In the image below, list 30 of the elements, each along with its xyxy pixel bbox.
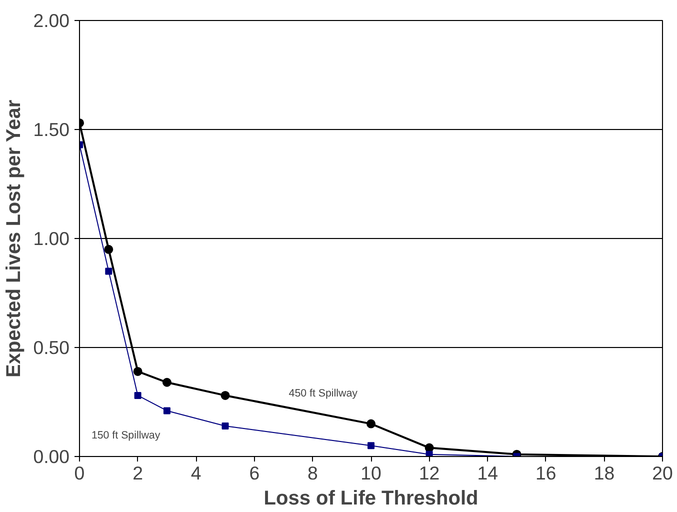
y-tick-label: 1.00 xyxy=(33,228,70,249)
y-tick-label: 2.00 xyxy=(33,10,70,31)
x-tick-label: 12 xyxy=(418,462,440,484)
y-axis-title: Expected Lives Lost per Year xyxy=(3,100,26,378)
x-tick-label: 18 xyxy=(594,462,615,484)
point xyxy=(104,244,114,254)
series-label: 150 ft Spillway xyxy=(91,429,161,442)
point xyxy=(366,419,376,428)
x-tick-label: 14 xyxy=(477,462,498,484)
y-tick-label: 1.50 xyxy=(33,119,70,140)
point xyxy=(368,442,374,450)
series-label: 450 ft Spillway xyxy=(288,388,358,400)
point xyxy=(220,390,230,400)
point xyxy=(105,268,112,275)
x-tick-label: 2 xyxy=(132,462,144,484)
x-tick-label: 4 xyxy=(190,462,202,484)
point xyxy=(162,378,172,387)
x-tick-label: 0 xyxy=(74,462,85,484)
point xyxy=(133,366,142,376)
x-tick-label: 6 xyxy=(249,462,260,484)
x-tick-label: 16 xyxy=(536,462,556,484)
x-tick-label: 8 xyxy=(308,462,318,484)
x-tick-label: 20 xyxy=(652,462,673,484)
point xyxy=(134,392,142,399)
y-tick-label: 0.00 xyxy=(33,446,70,467)
point xyxy=(222,422,229,430)
y-tick-label: 0.50 xyxy=(33,337,70,358)
x-tick-label: 10 xyxy=(360,462,382,484)
point xyxy=(163,407,170,414)
x-axis-title: Loss of Life Threshold xyxy=(264,488,478,510)
